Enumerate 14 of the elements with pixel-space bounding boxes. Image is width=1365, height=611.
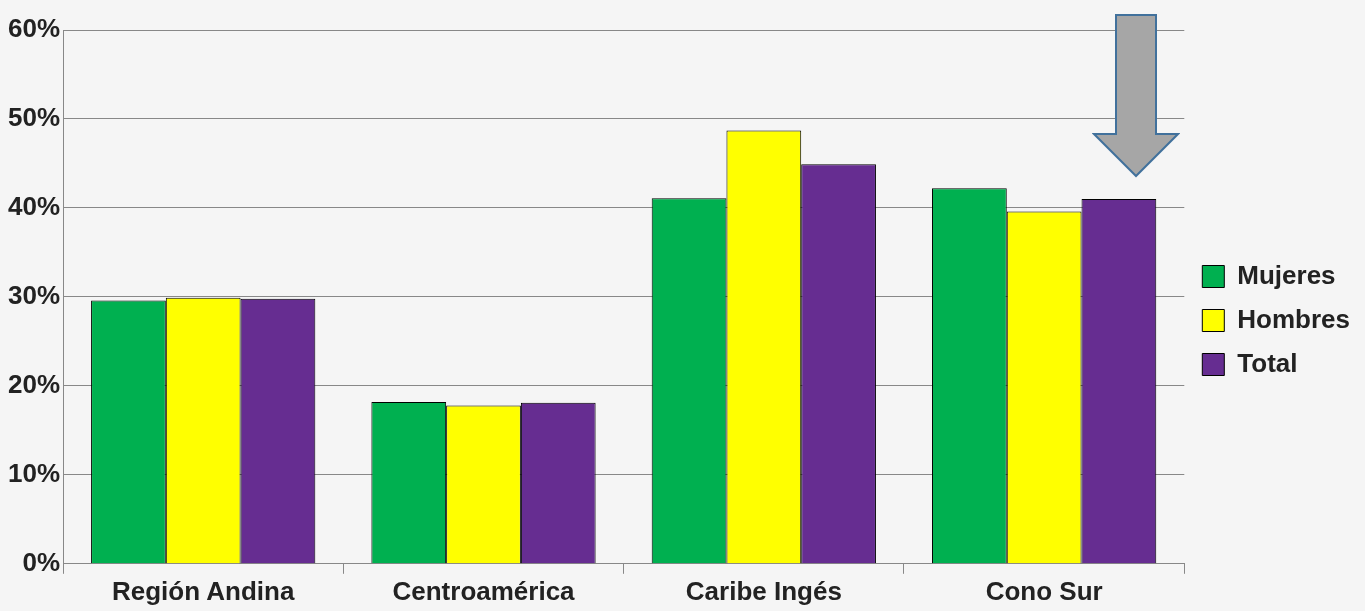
y-tick-label: 0%: [22, 546, 61, 577]
x-tick-label: Cono Sur: [985, 575, 1103, 606]
y-tick-label: 10%: [7, 458, 61, 489]
y-tick-label: 50%: [7, 102, 61, 133]
x-tick-label: Centroamérica: [392, 575, 576, 606]
y-tick-label: 20%: [7, 369, 61, 400]
y-tick-label: 60%: [7, 13, 61, 44]
x-tick-label: Caribe Ingés: [685, 575, 842, 606]
y-tick-label: 30%: [7, 280, 61, 311]
legend-label: Total: [1237, 347, 1298, 378]
legend-label: Hombres: [1237, 303, 1351, 334]
x-tick-label: Región Andina: [111, 575, 295, 606]
y-tick-label: 40%: [7, 191, 61, 222]
legend-label: Mujeres: [1237, 259, 1336, 290]
